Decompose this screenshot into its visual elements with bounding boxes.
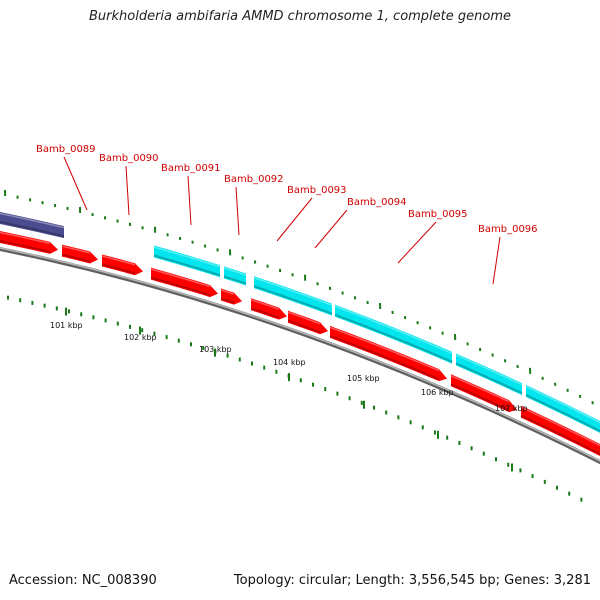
gene-label-leader <box>63 156 88 211</box>
reverse-gene-arrow <box>329 325 447 382</box>
forward-gene-bar <box>223 266 247 286</box>
kbp-label: 101 kbp <box>50 321 83 330</box>
chromosome-backbone <box>0 246 600 465</box>
gene-label-leader <box>235 186 240 236</box>
reverse-gene-arrow <box>450 374 517 413</box>
reverse-gene-arrow <box>101 254 143 276</box>
gene-label: Bamb_0096 <box>478 224 538 235</box>
kbp-label: 106 kbp <box>421 388 454 397</box>
forward-gene-bar <box>455 353 523 396</box>
gene-label: Bamb_0092 <box>224 174 284 185</box>
reverse-gene-arrow <box>0 231 58 254</box>
forward-gene-bar <box>525 384 600 434</box>
kbp-label: 107 kbp <box>495 404 528 413</box>
gene-label: Bamb_0094 <box>347 197 407 208</box>
forward-gene-bar <box>334 304 453 364</box>
gene-label-leader <box>276 197 313 242</box>
gene-label: Bamb_0091 <box>161 163 221 174</box>
reverse-gene-arrow <box>287 310 328 335</box>
other-feature-bar <box>0 212 65 239</box>
gene-label-leader <box>492 236 501 285</box>
reverse-gene-arrow <box>61 244 98 264</box>
kbp-label: 102 kbp <box>124 333 157 342</box>
feature-track <box>0 212 600 465</box>
gene-label: Bamb_0093 <box>287 185 347 196</box>
kbp-label: 105 kbp <box>347 374 380 383</box>
gene-label: Bamb_0095 <box>408 209 468 220</box>
gene-label: Bamb_0090 <box>99 153 159 164</box>
gene-label-group: Bamb_0089Bamb_0090Bamb_0091Bamb_0092Bamb… <box>36 144 538 235</box>
reverse-gene-arrow <box>520 405 600 457</box>
outer-tick-row <box>4 190 594 405</box>
forward-gene-bar <box>153 245 221 278</box>
kbp-label-group: 101 kbp 102 kbp 103 kbp 104 kbp 105 kbp 106 k… <box>50 321 528 413</box>
gene-label-leader <box>125 165 130 216</box>
gene-label-leader <box>314 209 348 249</box>
genome-summary-text: Topology: circular; Length: 3,556,545 bp… <box>233 573 591 588</box>
gene-label: Bamb_0089 <box>36 144 96 155</box>
map-title: Burkholderia ambifaria AMMD chromosome 1… <box>88 9 512 24</box>
label-leaders <box>63 156 501 285</box>
kbp-label: 103 kbp <box>199 345 232 354</box>
inner-tick-row <box>7 295 583 502</box>
reverse-gene-arrow <box>150 267 218 298</box>
chromosome-backbone-highlight <box>0 247 600 462</box>
kbp-label: 104 kbp <box>273 358 306 367</box>
reverse-gene-arrow <box>250 298 287 320</box>
reverse-gene-arrow <box>220 288 242 305</box>
gene-label-leader <box>187 175 192 226</box>
accession-text: Accession: NC_008390 <box>9 573 157 588</box>
gene-label-leader <box>397 221 437 264</box>
forward-gene-bar <box>253 276 333 316</box>
